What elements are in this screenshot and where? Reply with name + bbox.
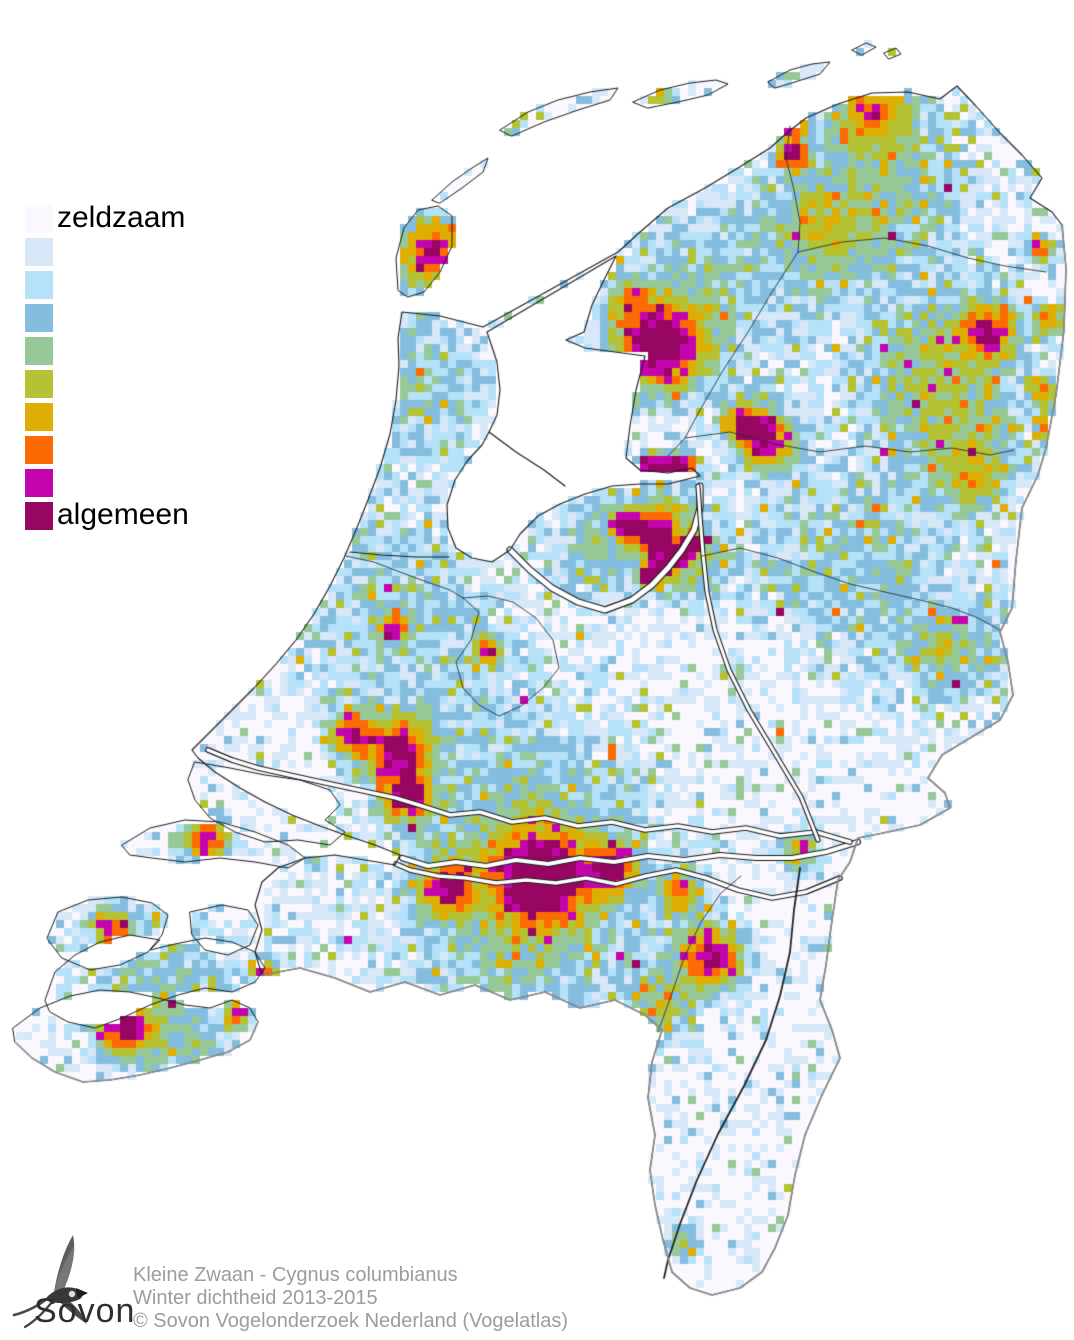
legend-swatch-9 [25, 502, 53, 530]
legend-swatch-8 [25, 469, 53, 497]
legend-swatch-3 [25, 304, 53, 332]
legend-swatch-0 [25, 205, 53, 233]
sovon-logo: Sovon [10, 1230, 140, 1340]
legend-label-rare: zeldzaam [57, 201, 186, 234]
legend-swatch-7 [25, 436, 53, 464]
sovon-logo-text: Sovon [34, 1292, 136, 1330]
legend-swatch-6 [25, 403, 53, 431]
copyright-line: © Sovon Vogelonderzoek Nederland (Vogela… [133, 1310, 569, 1332]
legend-label-common: algemeen [57, 498, 189, 531]
legend-swatch-5 [25, 370, 53, 398]
legend-swatch-2 [25, 271, 53, 299]
legend-swatch-1 [25, 238, 53, 266]
caption-block: Kleine Zwaan - Cygnus columbianus Winter… [133, 1264, 568, 1333]
legend-swatch-4 [25, 337, 53, 365]
species-title: Kleine Zwaan - Cygnus columbianus [133, 1264, 458, 1286]
map-subtitle: Winter dichtheid 2013-2015 [133, 1287, 378, 1309]
swallow-icon [12, 1235, 88, 1329]
